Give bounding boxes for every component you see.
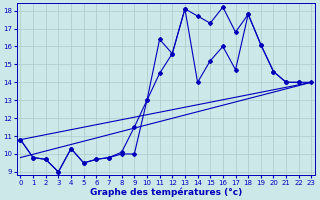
- X-axis label: Graphe des températures (°c): Graphe des températures (°c): [90, 187, 242, 197]
